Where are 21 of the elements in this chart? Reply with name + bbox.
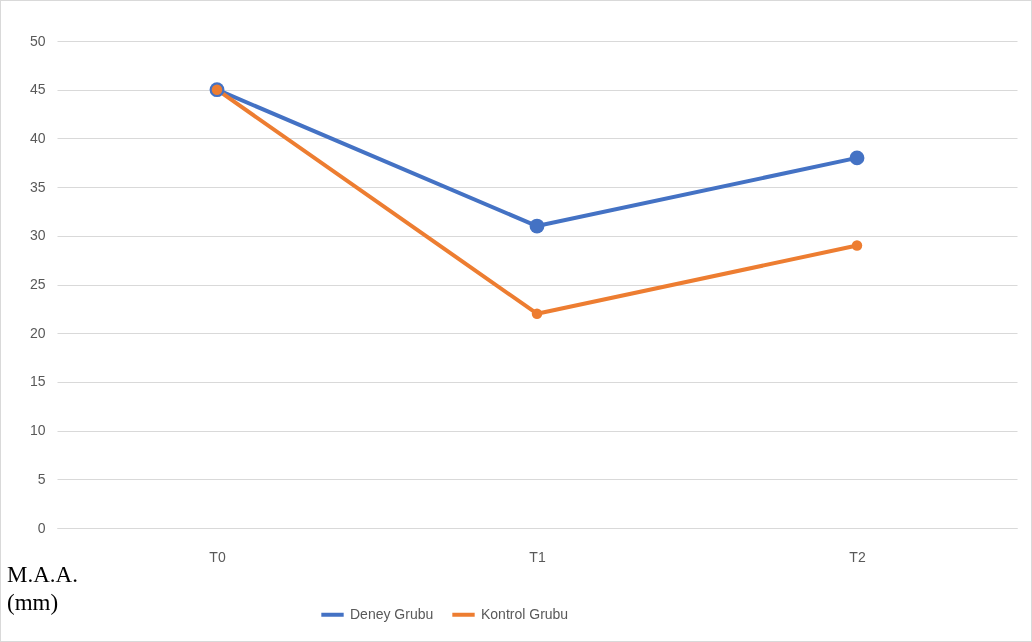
legend-label: Kontrol Grubu: [481, 605, 569, 622]
y-tick-label: 40: [29, 129, 46, 146]
point: [531, 308, 543, 319]
y-tick-label: 20: [29, 324, 46, 341]
x-tick-label: T0: [209, 548, 226, 565]
y-tick-label: 50: [29, 32, 46, 49]
y-axis-title: M.A.A. (mm): [7, 561, 79, 617]
x-tick-label: T2: [849, 548, 866, 565]
y-tick-label: 10: [29, 422, 46, 439]
point: [849, 150, 865, 166]
point: [529, 218, 545, 234]
y-tick-label: 15: [29, 373, 46, 390]
y-tick-label: 0: [37, 519, 46, 536]
legend-label: Deney Grubu: [350, 605, 434, 622]
y-tick-label: 35: [29, 178, 46, 195]
y-tick-label: 45: [29, 81, 46, 98]
y-tick-label: 5: [37, 470, 46, 487]
y-tick-label: 30: [29, 227, 46, 244]
y-tick-label: 25: [29, 276, 46, 292]
x-tick-label: T1: [529, 548, 546, 565]
point: [851, 240, 863, 251]
